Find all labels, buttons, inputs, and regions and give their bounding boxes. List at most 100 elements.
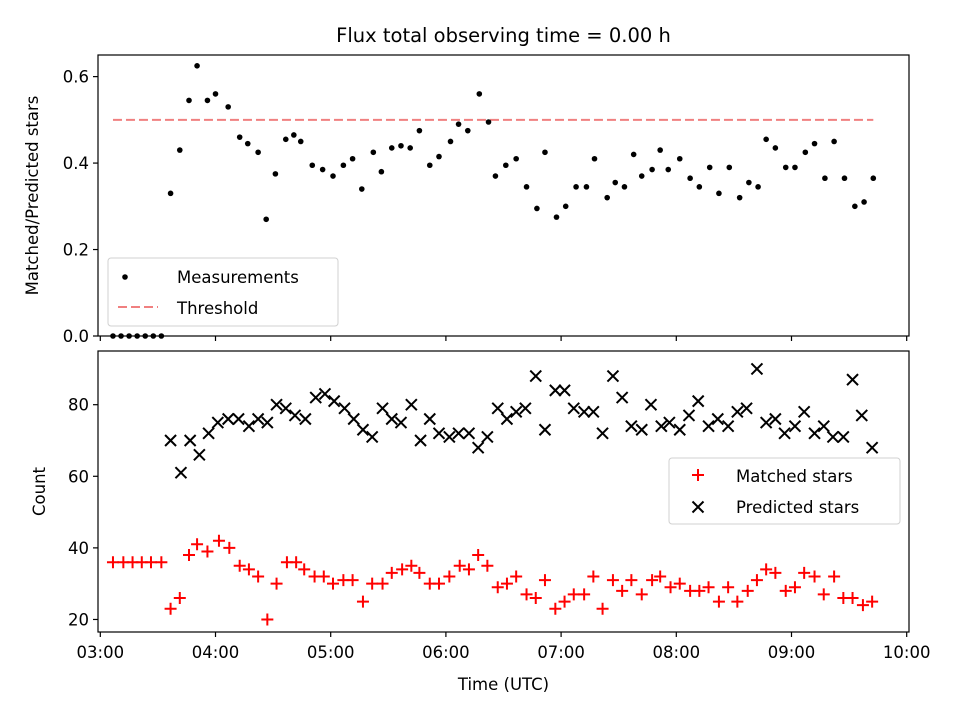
matched-star-point <box>346 574 359 587</box>
measurement-point <box>822 175 828 182</box>
measurement-point <box>204 97 211 104</box>
measurement-point <box>831 138 837 145</box>
predicted-star-point <box>221 412 235 426</box>
measurement-point <box>696 184 703 190</box>
measurement-point <box>583 184 590 190</box>
bottom-legend-box <box>668 457 901 525</box>
matched-star-point <box>191 538 204 551</box>
predicted-star-point <box>202 427 215 440</box>
legend-matched-label: Matched stars <box>736 467 853 486</box>
measurement-point <box>349 155 356 162</box>
predicted-star-point <box>759 416 773 429</box>
x-tick-label: 06:00 <box>422 643 470 662</box>
measurement-point <box>291 132 297 138</box>
predicted-star-point <box>691 394 705 408</box>
measurement-point <box>513 155 519 162</box>
predicted-star-point <box>721 419 735 433</box>
measurement-point <box>763 136 769 143</box>
predicted-star-point <box>655 419 668 433</box>
x-tick-label: 10:00 <box>883 643 931 662</box>
matched-star-point <box>798 566 811 579</box>
matched-star-point <box>646 574 659 587</box>
measurement-point <box>870 175 877 182</box>
measurement-point <box>621 184 628 190</box>
measurement-point <box>665 166 672 173</box>
matched-star-point <box>558 595 571 608</box>
matched-star-point <box>356 595 369 608</box>
measurement-point <box>841 175 848 182</box>
measurement-point <box>263 216 269 223</box>
predicted-star-point <box>443 430 456 444</box>
predicted-star-point <box>385 412 398 426</box>
predicted-star-point <box>183 434 197 447</box>
top-legend-box <box>107 257 339 327</box>
measurement-point <box>282 136 289 143</box>
measurement-point <box>436 153 442 160</box>
predicted-star-point <box>432 427 446 440</box>
measurement-point <box>553 214 560 220</box>
measurement-point <box>297 138 304 145</box>
predicted-star-point <box>299 412 312 426</box>
predicted-star-point <box>682 409 696 422</box>
matched-star-point <box>712 595 725 608</box>
measurement-point <box>485 119 492 125</box>
measurement-point <box>370 149 377 156</box>
matched-star-point <box>779 584 792 597</box>
measurement-point <box>649 166 655 173</box>
matched-star-point <box>587 570 600 583</box>
top-y-tick-label: 0.2 <box>63 241 89 260</box>
x-tick-label: 03:00 <box>77 643 125 662</box>
predicted-star-point <box>797 405 811 419</box>
measurement-point <box>687 175 693 182</box>
predicted-star-point <box>606 369 620 383</box>
matched-star-point <box>164 602 177 615</box>
predicted-star-point <box>270 398 283 411</box>
measurement-point <box>426 162 433 169</box>
measurement-point <box>225 104 231 110</box>
legend-predicted-label: Predicted stars <box>736 498 859 517</box>
predicted-star-point <box>702 419 715 433</box>
x-tick-label: 09:00 <box>768 643 816 662</box>
predicted-star-point <box>769 412 782 426</box>
predicted-star-point <box>837 430 850 444</box>
matched-star-point <box>462 563 475 576</box>
bottom-y-tick-label: 20 <box>68 610 89 629</box>
measurement-point <box>359 186 365 192</box>
matched-star-point <box>453 559 466 572</box>
predicted-star-point <box>211 416 225 429</box>
measurement-point <box>657 147 663 153</box>
measurement-point <box>811 140 818 147</box>
predicted-star-point <box>778 427 791 440</box>
matched-star-point <box>183 549 196 562</box>
measurement-point <box>591 155 598 162</box>
predicted-star-points <box>164 362 879 479</box>
measurement-point <box>255 149 261 156</box>
legend-threshold-label: Threshold <box>176 299 258 318</box>
predicted-star-point <box>242 419 256 433</box>
measurement-point <box>194 63 200 69</box>
measurement-point <box>340 162 347 169</box>
matched-star-point <box>788 581 801 594</box>
measurement-point <box>792 164 798 171</box>
measurement-point <box>319 166 326 173</box>
top-panel-ticks: 0.0 0.2 0.4 0.6 <box>63 68 908 346</box>
matched-star-point <box>673 577 686 590</box>
x-tick-label: 07:00 <box>537 643 585 662</box>
bottom-y-tick-label: 40 <box>68 539 89 558</box>
predicted-star-point <box>808 427 821 440</box>
matched-star-point <box>443 570 456 583</box>
measurement-point <box>272 171 279 177</box>
matched-star-point <box>664 581 677 594</box>
matched-star-point <box>520 588 533 601</box>
measurement-point <box>398 142 404 149</box>
matched-star-point <box>500 577 513 590</box>
bottom-panel-ticks: 20 40 60 80 03:00 04:00 05:00 06:00 07:00 08:00 09… <box>68 396 930 662</box>
predicted-star-point <box>817 419 830 433</box>
predicted-star-point <box>567 402 580 415</box>
measurement-point <box>736 194 743 201</box>
matched-star-point <box>212 534 225 547</box>
predicted-star-point <box>846 373 859 386</box>
predicted-star-point <box>288 409 302 422</box>
measurement-point <box>464 127 471 134</box>
matched-star-point <box>529 591 542 604</box>
